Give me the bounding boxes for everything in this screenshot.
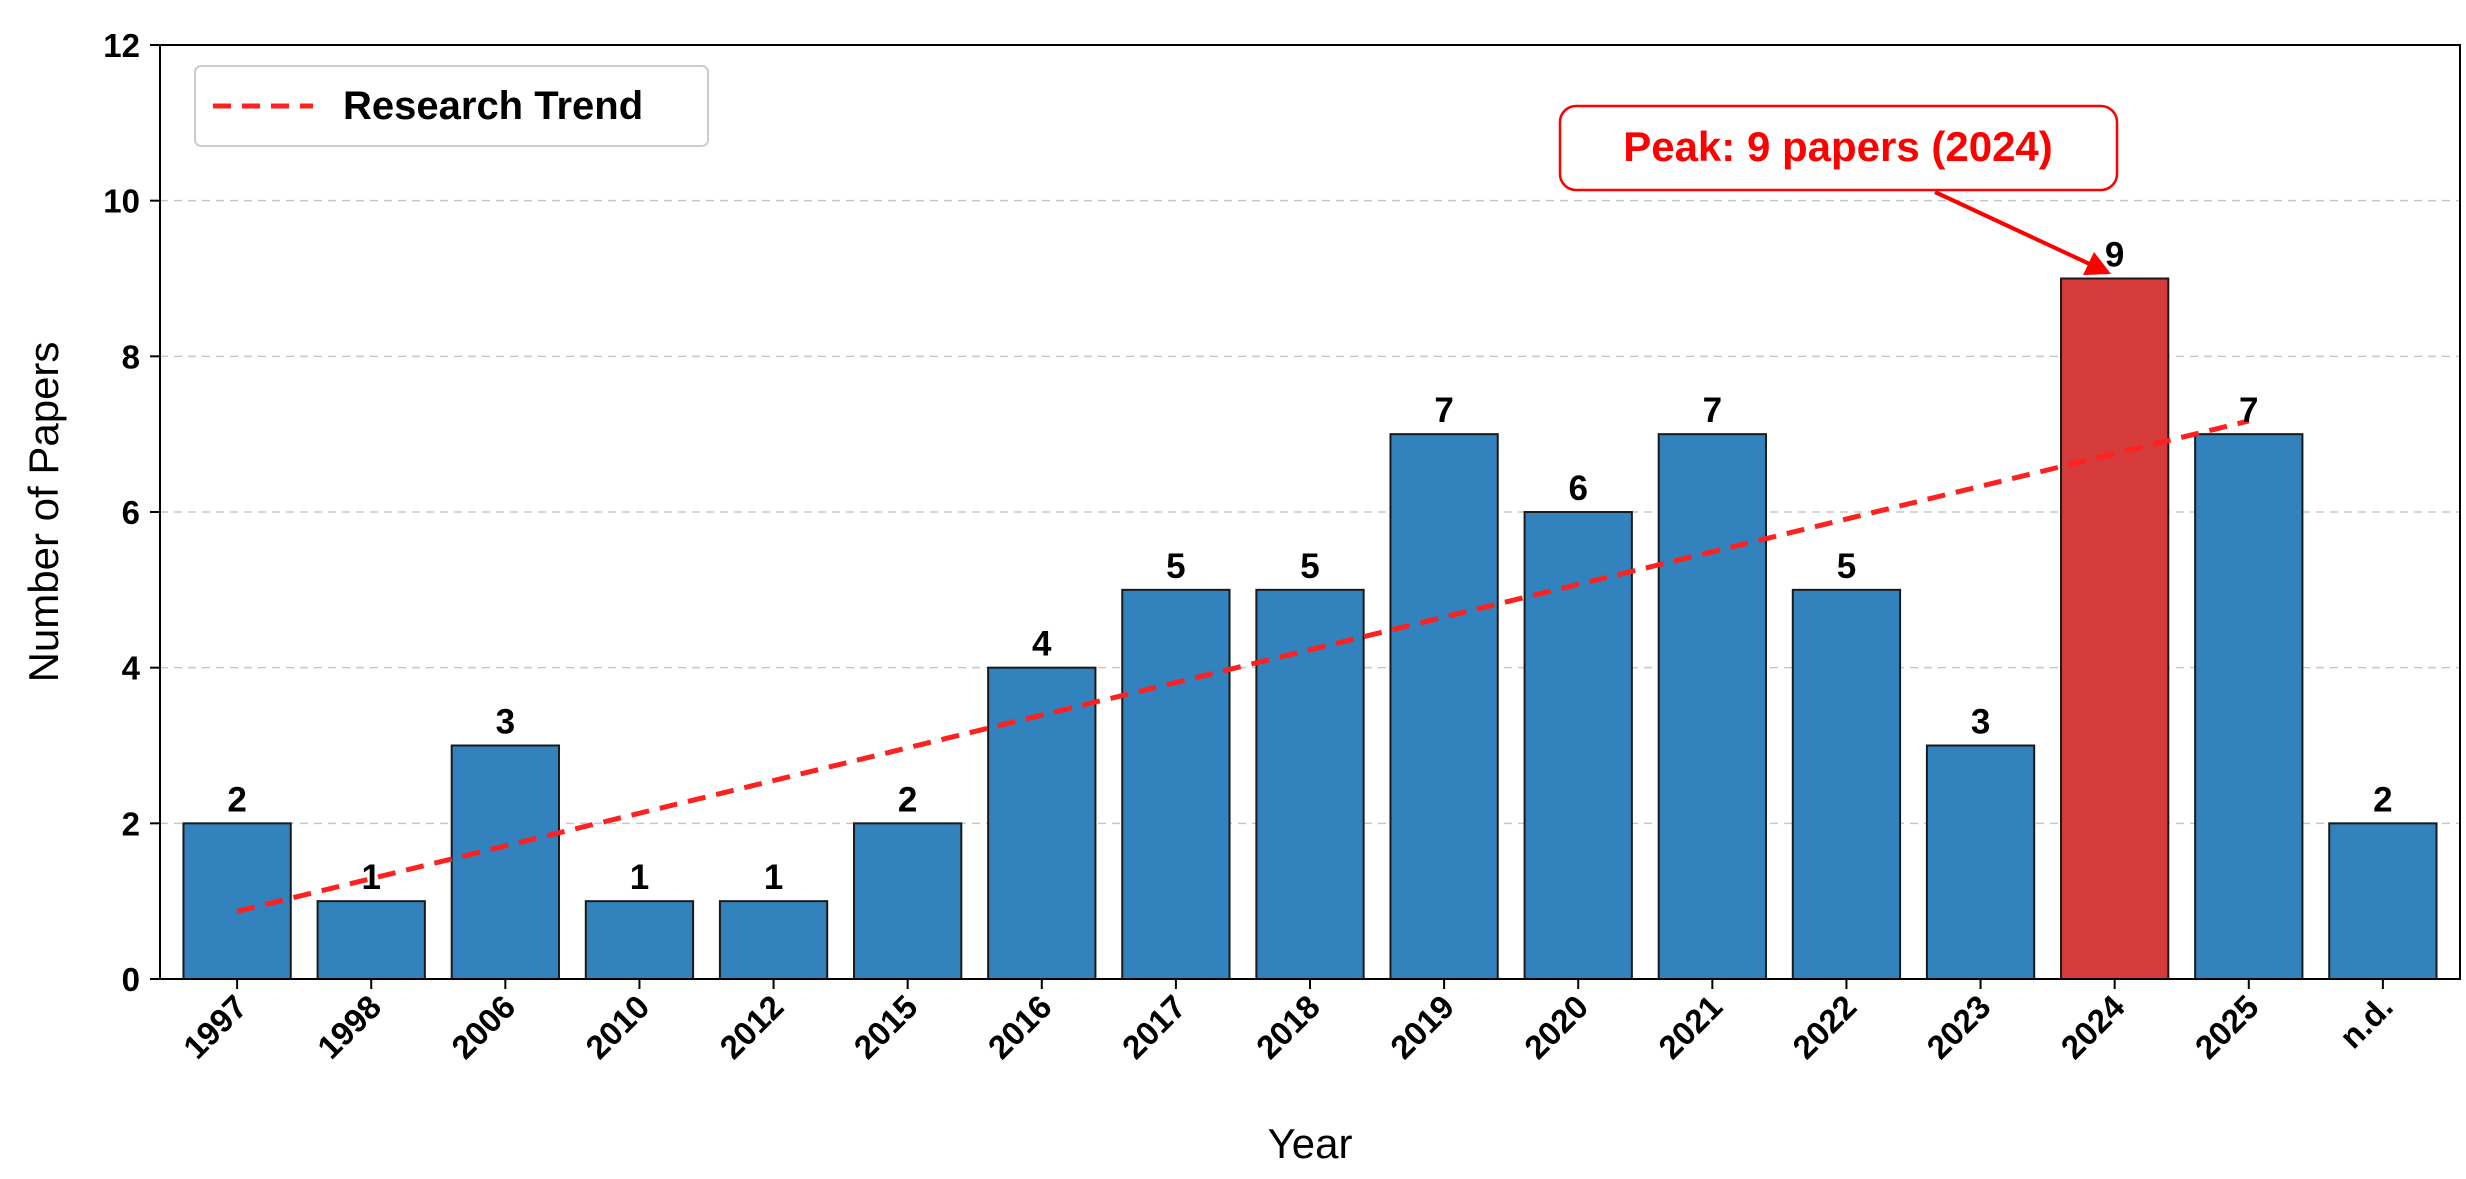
annotation-box xyxy=(1558,104,2119,192)
y-tick-label: 4 xyxy=(122,650,141,687)
bar-2022 xyxy=(1791,588,1902,980)
x-tick-label: 2025 xyxy=(2188,988,2266,1066)
y-tick-label: 0 xyxy=(122,961,140,998)
x-tick-label: 2006 xyxy=(444,988,522,1066)
x-tick-label: 2012 xyxy=(712,988,790,1066)
bar-2010 xyxy=(584,900,695,981)
x-tick-label: 2016 xyxy=(981,988,1059,1066)
data-label-1997: 2 xyxy=(227,780,246,819)
x-tick-label: 2010 xyxy=(578,988,656,1066)
data-label-2010: 1 xyxy=(630,858,649,897)
bar-2021 xyxy=(1657,433,1767,980)
x-tick-label: 1997 xyxy=(176,988,254,1066)
bar-1998 xyxy=(316,900,426,981)
bar-2024 xyxy=(2060,277,2170,980)
data-label-2018: 5 xyxy=(1300,547,1319,586)
x-tick-label: 2019 xyxy=(1383,988,1461,1066)
x-tick-label: 2018 xyxy=(1249,988,1327,1066)
bar-2018 xyxy=(1255,588,1365,980)
bar-2006 xyxy=(450,744,560,980)
x-tick-label: 2024 xyxy=(2054,987,2133,1066)
data-label-2023: 3 xyxy=(1971,703,1990,742)
y-tick-label: 10 xyxy=(103,183,140,220)
y-tick-label: 8 xyxy=(122,338,140,375)
data-label-2012: 1 xyxy=(764,858,783,897)
x-axis-title: Year xyxy=(1268,1120,1353,1167)
bar-2025 xyxy=(2194,433,2304,980)
bar-2020 xyxy=(1523,511,1633,980)
annotation-arrow-shaft xyxy=(1934,190,2095,268)
x-tick-label: 2020 xyxy=(1517,988,1595,1066)
bars xyxy=(182,277,2438,981)
x-tick-label: 2021 xyxy=(1651,988,1729,1066)
data-label-2015: 2 xyxy=(898,780,917,819)
data-label-2006: 3 xyxy=(496,703,515,742)
bar-2017 xyxy=(1121,588,1231,980)
y-tick-label: 6 xyxy=(122,494,140,531)
data-label-2020: 6 xyxy=(1568,469,1587,508)
legend: Research Trend xyxy=(194,65,709,147)
legend-box xyxy=(194,65,709,147)
y-axis-ticks: 0 2 4 6 8 10 12 xyxy=(103,27,160,998)
annotation-text: Peak: 9 papers (2024) xyxy=(1623,123,2053,170)
y-axis-title: Number of Papers xyxy=(20,342,67,683)
trend-line-layer xyxy=(236,418,2250,914)
data-label-2017: 5 xyxy=(1166,547,1185,586)
data-label-2025: 7 xyxy=(2239,391,2258,430)
y-tick-label: 12 xyxy=(103,27,140,64)
bar-2016 xyxy=(987,666,1097,981)
x-tick-label: 2022 xyxy=(1785,988,1863,1066)
y-tick-label: 2 xyxy=(122,805,140,842)
data-label-2016: 4 xyxy=(1032,625,1052,664)
peak-annotation: Peak: 9 papers (2024) xyxy=(1558,104,2119,275)
x-tick-label: 2023 xyxy=(1919,988,1997,1066)
data-label-2024: 9 xyxy=(2105,236,2124,275)
bar-2012 xyxy=(718,900,829,981)
trend-line xyxy=(236,418,2250,914)
bar-2015 xyxy=(853,822,963,980)
x-tick-label: n.d. xyxy=(2332,988,2400,1056)
legend-trend-label: Research Trend xyxy=(343,84,643,128)
bar-2023 xyxy=(1925,744,2036,980)
data-label-n.d.: 2 xyxy=(2373,780,2392,819)
bar-2019 xyxy=(1389,433,1499,980)
x-axis-ticks: 1997 1998 2006 2010 2012 2015 2016 2017 2018 2019… xyxy=(176,979,2400,1066)
x-tick-label: 1998 xyxy=(310,988,388,1066)
annotation-arrow-head xyxy=(2083,252,2111,275)
x-tick-label: 2017 xyxy=(1115,988,1193,1066)
data-label-2022: 5 xyxy=(1837,547,1856,586)
bar-n.d. xyxy=(2328,822,2438,980)
data-label-2019: 7 xyxy=(1434,391,1453,430)
data-label-2021: 7 xyxy=(1703,391,1722,430)
data-labels: 2 1 3 1 1 2 4 5 5 7 6 7 5 3 9 7 2 xyxy=(227,236,2392,898)
data-label-1998: 1 xyxy=(361,858,380,897)
x-tick-label: 2015 xyxy=(847,988,925,1066)
